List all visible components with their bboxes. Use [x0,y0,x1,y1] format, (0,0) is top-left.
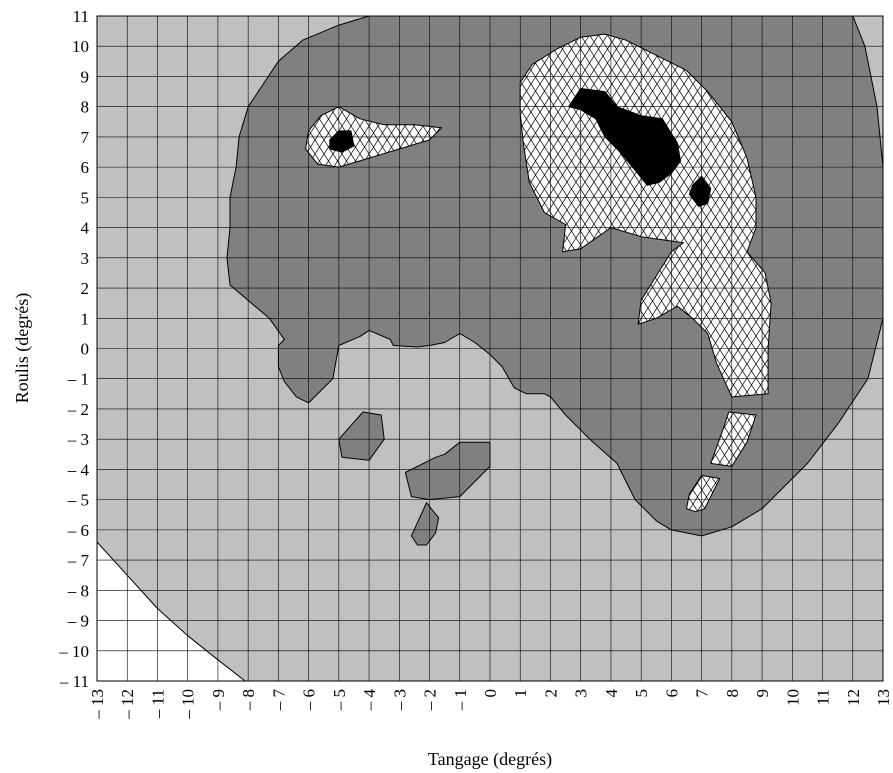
x-tick-label: 11 [814,689,833,705]
y-tick-label: 4 [81,219,90,238]
y-tick-label: – 4 [67,460,90,479]
x-tick-label: 13 [874,689,893,706]
x-tick-label: 1 [511,689,530,698]
region-outline-1 [226,16,883,537]
x-tick-label: 7 [693,689,712,698]
x-tick-label: – 8 [239,689,258,711]
x-tick-label: – 12 [118,689,137,720]
x-tick-label: 9 [753,689,772,698]
x-tick-label: 3 [572,689,591,698]
y-tick-label: – 3 [67,430,89,449]
region-outline-9 [329,130,355,153]
y-tick-label: 9 [81,67,90,86]
x-tick-label: 5 [632,689,651,698]
plot-frame [96,15,884,682]
x-tick-label: – 7 [269,689,288,712]
x-tick-label: 4 [602,689,621,698]
y-tick-label: 1 [81,309,90,328]
x-tick-label: 2 [541,689,560,698]
region-outline-8 [686,475,721,513]
y-tick-label: 7 [81,128,90,147]
region-outline-11 [689,175,712,207]
region-outline-5 [305,106,443,168]
x-axis-title: Tangage (degrés) [428,749,552,770]
x-tick-label: – 4 [360,689,379,712]
y-tick-label: – 11 [59,672,89,691]
region-outline-3 [404,441,491,501]
region-dark-2 [338,412,385,461]
x-tick-label: 0 [481,689,500,698]
outline-layer [97,16,883,681]
region-crosshatch-8 [686,475,720,512]
y-tick-label: 3 [81,249,90,268]
y-tick-label: 2 [81,279,90,298]
region-dark-3 [405,442,490,500]
region-dark-4 [411,502,439,545]
x-tick-label: – 9 [209,689,228,711]
y-tick-label: – 5 [67,491,89,510]
y-axis-title: Roulis (degrés) [12,293,33,403]
y-tick-label: – 9 [67,612,89,631]
y-tick-label: 10 [72,37,89,56]
y-tick-label: – 1 [67,370,89,389]
region-black-9 [329,130,354,152]
region-outline-6 [519,33,772,398]
x-tick-label: 12 [844,689,863,706]
y-tick-label: 5 [81,188,90,207]
x-tick-label: – 2 [421,689,440,711]
region-outline-7 [710,411,757,467]
region-outline-10 [568,88,681,186]
x-tick-label: – 5 [330,689,349,711]
region-outline-4 [410,502,440,546]
y-tick-label: 8 [81,98,90,117]
x-axis-ticks: – 13– 12– 11– 10– 9– 8– 7– 6– 5– 4– 3– 2… [88,689,893,720]
region-outline-2 [338,411,385,461]
y-tick-label: – 2 [67,400,89,419]
y-tick-label: – 7 [67,551,90,570]
x-tick-label: – 3 [390,689,409,711]
y-tick-label: – 8 [67,581,89,600]
region-black-11 [689,176,711,207]
y-tick-label: 6 [81,158,90,177]
x-tick-label: – 1 [451,689,470,711]
x-tick-label: – 6 [300,689,319,711]
x-tick-label: – 13 [88,689,107,720]
x-tick-label: 10 [783,689,802,706]
x-tick-label: 6 [662,689,681,698]
x-tick-label: – 11 [148,689,167,719]
y-tick-label: 0 [81,340,90,359]
y-tick-label: – 6 [67,521,89,540]
region-crosshatch-6 [520,34,772,397]
y-tick-label: 11 [73,7,89,26]
region-outline-0 [97,16,883,681]
x-tick-label: – 10 [179,689,198,720]
x-tick-label: 8 [723,689,742,698]
y-tick-label: – 10 [58,642,89,661]
plot-area [97,16,883,681]
